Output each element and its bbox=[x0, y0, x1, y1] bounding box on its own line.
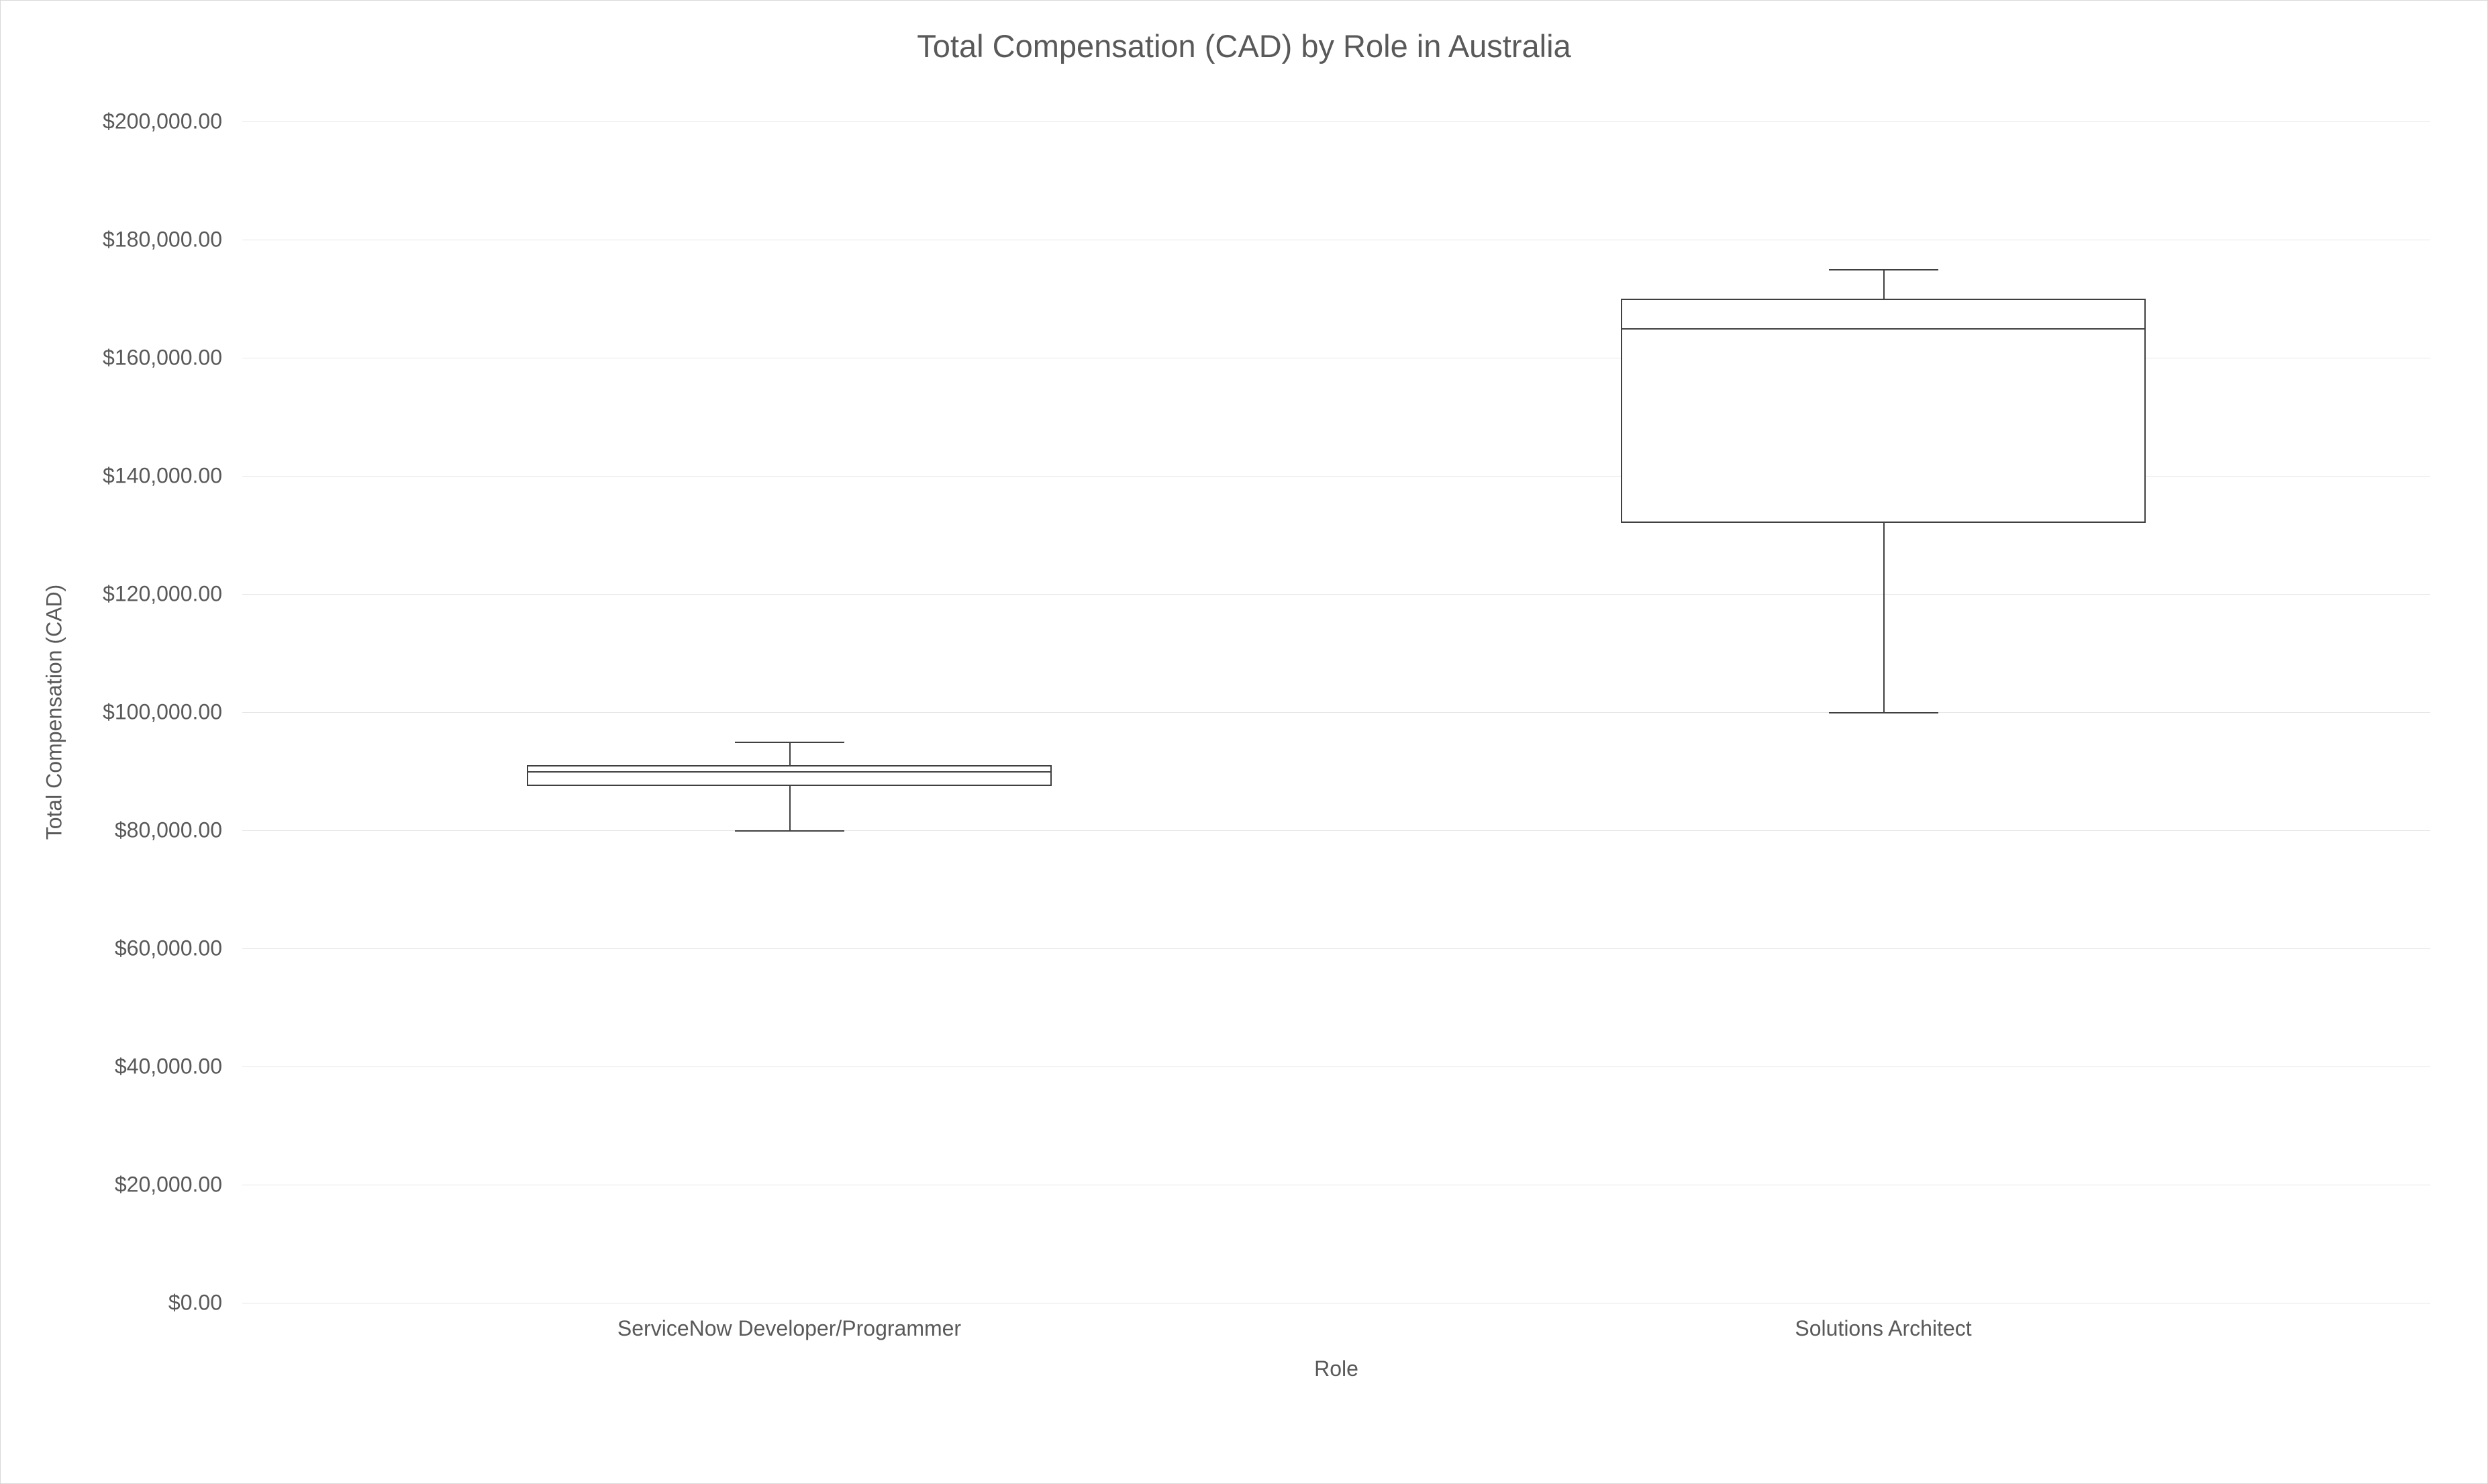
whisker-cap-upper bbox=[1829, 269, 1938, 270]
y-tick-label: $40,000.00 bbox=[1, 1054, 222, 1079]
x-tick-label: Solutions Architect bbox=[1795, 1316, 1971, 1341]
gridline bbox=[242, 121, 2430, 122]
gridline bbox=[242, 948, 2430, 949]
gridline bbox=[242, 712, 2430, 713]
plot-area bbox=[242, 121, 2430, 1303]
median-line bbox=[527, 771, 1052, 773]
whisker-cap-lower bbox=[1829, 712, 1938, 713]
y-tick-label: $140,000.00 bbox=[1, 464, 222, 489]
gridline bbox=[242, 594, 2430, 595]
whisker-upper bbox=[789, 742, 791, 765]
whisker-cap-upper bbox=[735, 742, 844, 743]
whisker-lower bbox=[789, 786, 791, 830]
y-tick-label: $120,000.00 bbox=[1, 582, 222, 607]
gridline bbox=[242, 830, 2430, 831]
whisker-upper bbox=[1883, 269, 1885, 299]
y-tick-label: $80,000.00 bbox=[1, 818, 222, 843]
y-tick-label: $0.00 bbox=[1, 1291, 222, 1316]
boxplot-box bbox=[1621, 299, 2146, 523]
whisker-cap-lower bbox=[735, 830, 844, 832]
y-tick-label: $180,000.00 bbox=[1, 228, 222, 252]
y-tick-label: $160,000.00 bbox=[1, 346, 222, 370]
x-axis-title: Role bbox=[1314, 1356, 1358, 1381]
y-tick-label: $100,000.00 bbox=[1, 700, 222, 725]
x-tick-label: ServiceNow Developer/Programmer bbox=[617, 1316, 961, 1341]
whisker-lower bbox=[1883, 523, 1885, 712]
y-tick-label: $20,000.00 bbox=[1, 1173, 222, 1197]
y-tick-label: $60,000.00 bbox=[1, 936, 222, 961]
chart-container: Total Compensation (CAD) by Role in Aust… bbox=[0, 0, 2488, 1484]
chart-title: Total Compensation (CAD) by Role in Aust… bbox=[1, 28, 2487, 64]
median-line bbox=[1621, 328, 2146, 330]
boxplot-box bbox=[527, 765, 1052, 786]
y-tick-label: $200,000.00 bbox=[1, 109, 222, 134]
